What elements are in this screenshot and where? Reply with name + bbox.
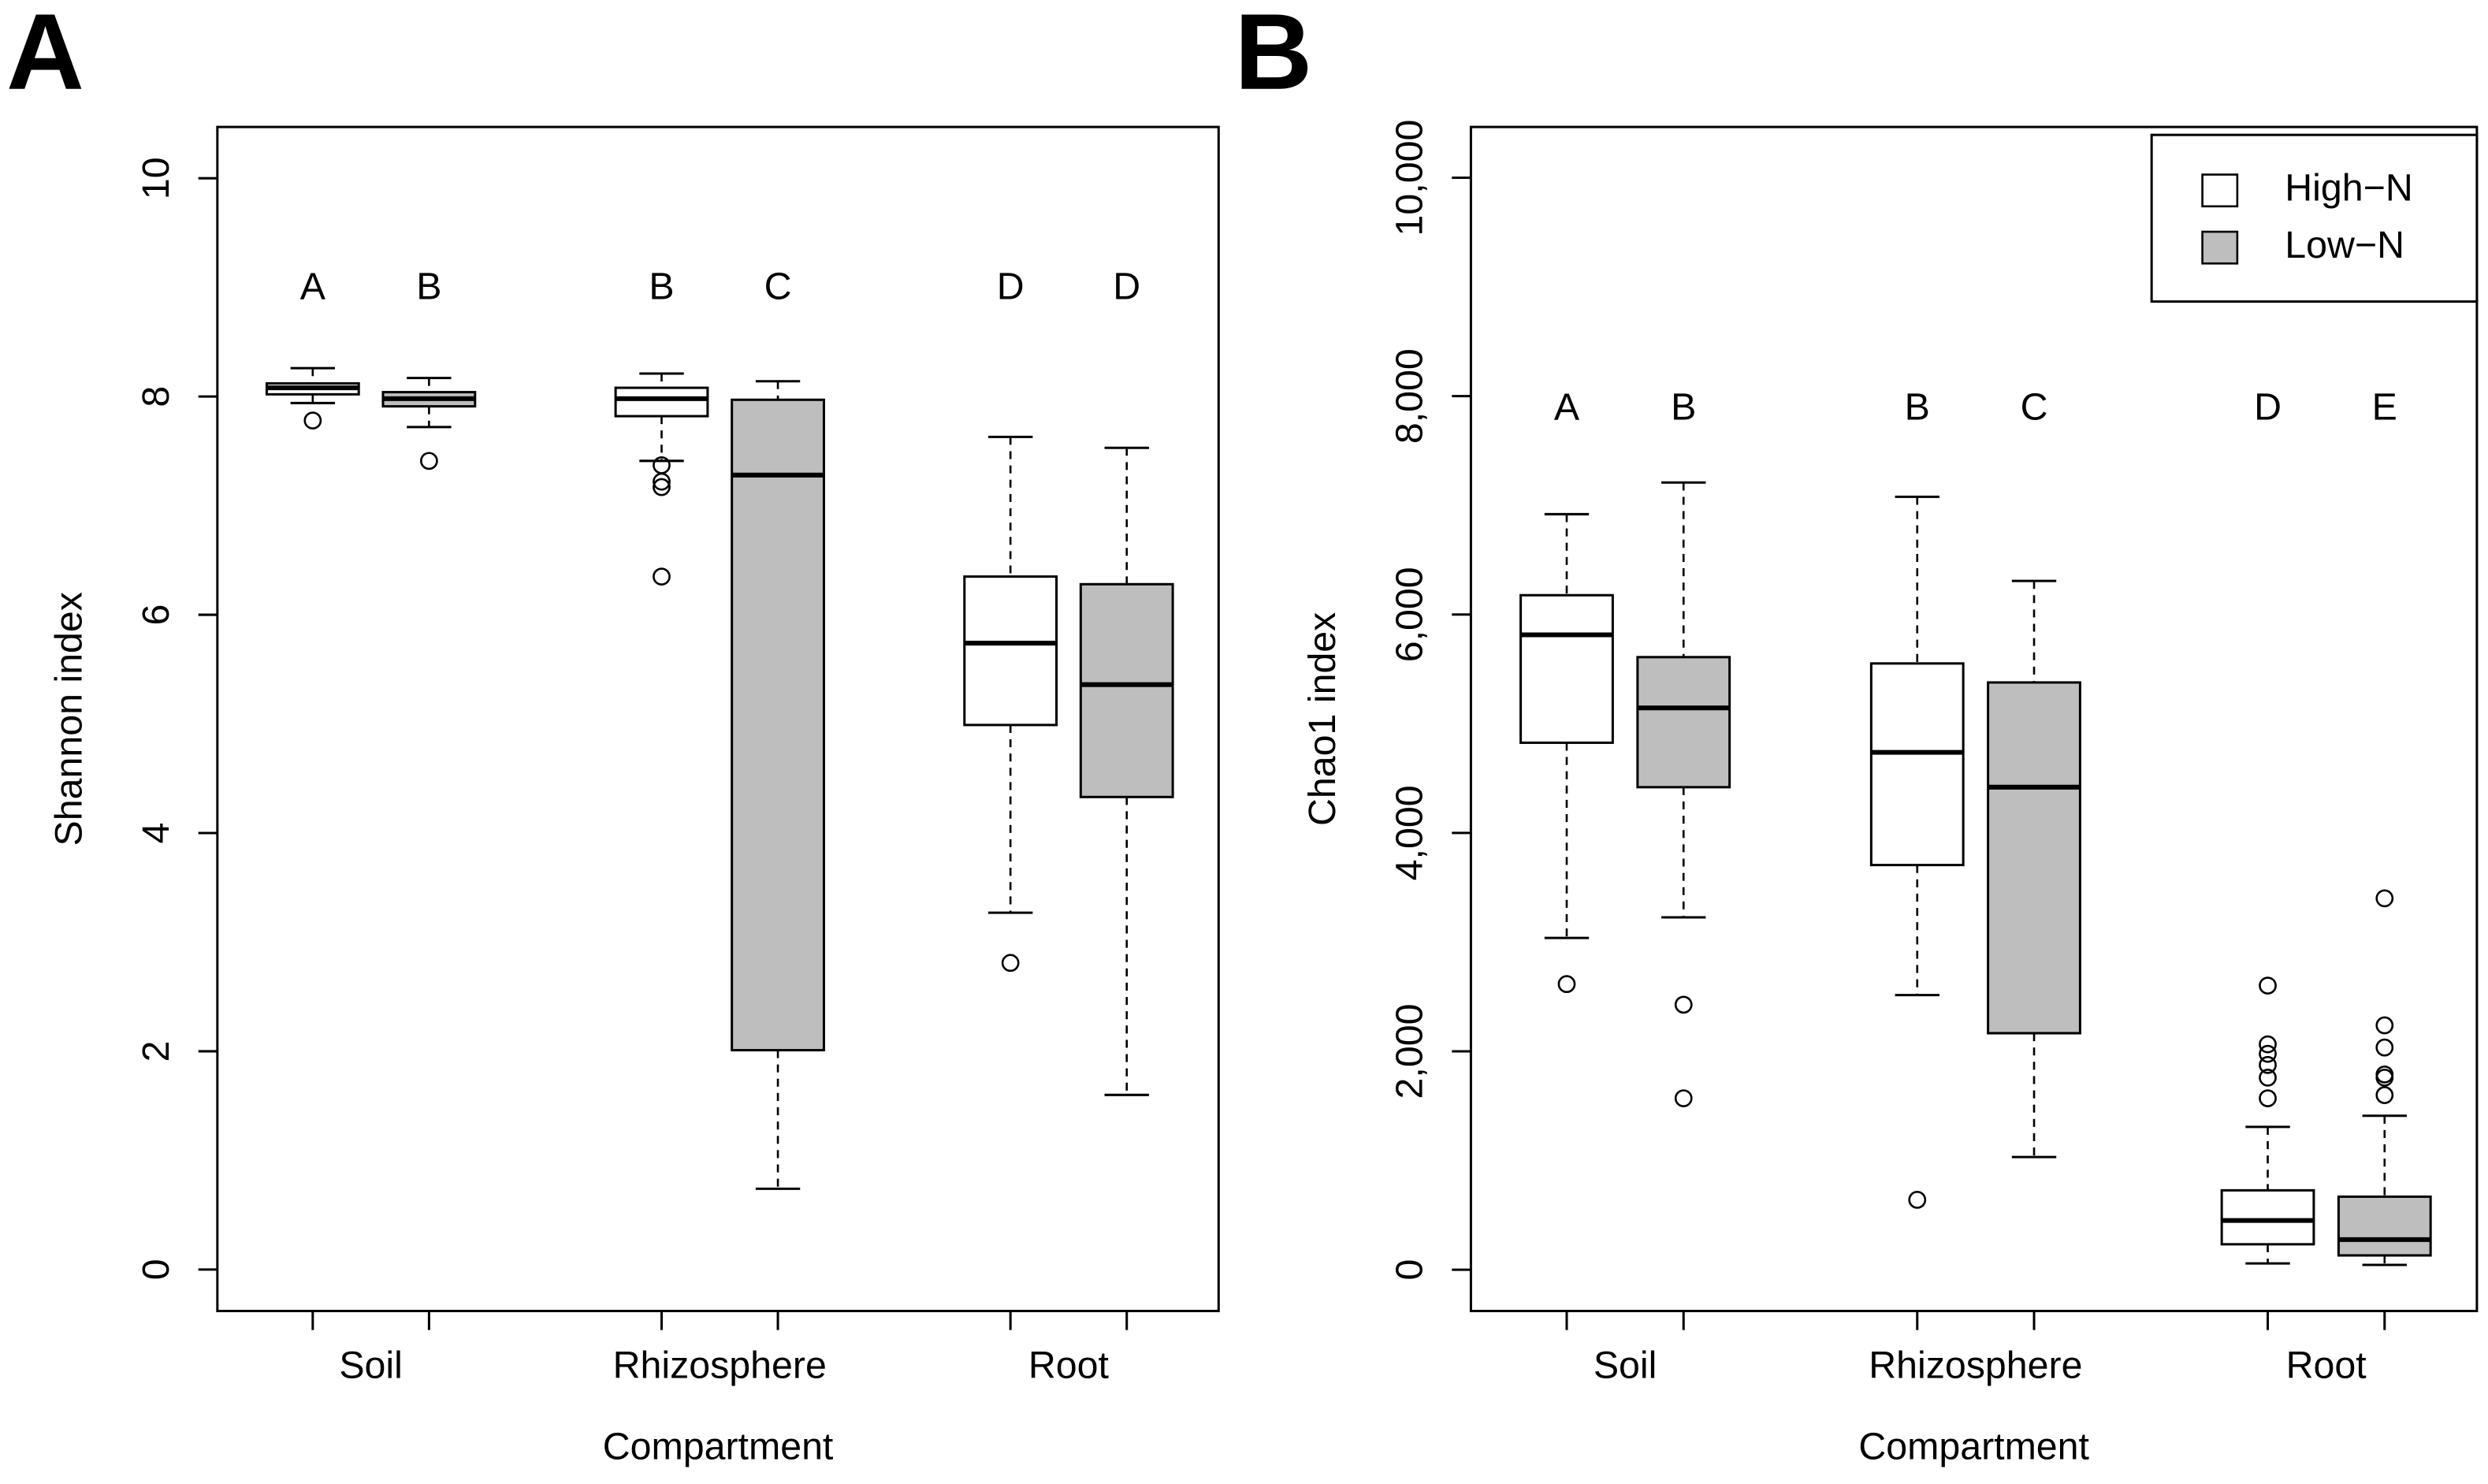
legend-label: Low−N (2285, 224, 2404, 266)
box (963, 575, 1058, 727)
x-tick-label: Root (1028, 1345, 1110, 1387)
outlier (1674, 995, 1693, 1014)
box (614, 386, 709, 418)
legend-label: High−N (2285, 166, 2412, 209)
significance-letter: A (300, 265, 326, 307)
x-tick-label: Soil (1594, 1345, 1657, 1387)
outlier (2259, 1089, 2277, 1107)
outlier (2375, 1086, 2394, 1104)
outlier (1908, 1191, 1927, 1209)
significance-letter: E (2372, 385, 2397, 428)
x-tick-label: Root (2286, 1345, 2367, 1387)
y-tick-label: 6 (135, 604, 177, 626)
outlier (420, 452, 438, 470)
outlier (2259, 1055, 2277, 1074)
outlier (2259, 1035, 2277, 1054)
outlier (303, 411, 322, 430)
outlier (1674, 1089, 1693, 1107)
plot-frame (216, 125, 1220, 1312)
outlier (653, 472, 671, 491)
outlier (1557, 975, 1576, 994)
box (1519, 593, 1614, 744)
outlier (653, 478, 671, 497)
panel-label: B (1234, 0, 1312, 113)
significance-letter: B (1671, 385, 1696, 428)
y-tick-label: 0 (1389, 1259, 1431, 1281)
outlier (653, 567, 671, 586)
box (1079, 582, 1174, 798)
box (1636, 656, 1731, 789)
significance-letter: B (416, 265, 441, 307)
y-tick-label: 8 (135, 386, 177, 407)
plot-frame (1469, 125, 2479, 1312)
box (2220, 1188, 2315, 1246)
y-tick-label: 6,000 (1389, 567, 1431, 662)
significance-letter: C (764, 265, 792, 307)
y-tick-label: 0 (135, 1259, 177, 1280)
x-axis-label: Compartment (603, 1425, 834, 1467)
significance-letter: A (1554, 385, 1580, 428)
panel-label: A (6, 0, 84, 113)
outlier (2375, 1038, 2394, 1057)
y-axis-label: Shannon index (47, 592, 90, 846)
outlier (2259, 976, 2277, 995)
x-axis-label: Compartment (1858, 1425, 2089, 1467)
outlier (2259, 1044, 2277, 1063)
x-tick-label: Rhizosphere (613, 1345, 827, 1387)
y-tick-label: 2,000 (1389, 1004, 1431, 1099)
y-tick-label: 8,000 (1389, 348, 1431, 444)
y-tick-label: 10 (135, 157, 177, 199)
significance-letter: B (1905, 385, 1930, 428)
box (2337, 1195, 2432, 1257)
outlier (2259, 1069, 2277, 1087)
box (1869, 662, 1965, 867)
x-tick-label: Soil (339, 1345, 403, 1387)
outlier (2375, 889, 2394, 908)
box (1987, 681, 2081, 1035)
y-tick-label: 2 (135, 1040, 177, 1062)
y-tick-label: 10,000 (1389, 120, 1431, 236)
box (731, 398, 825, 1052)
x-tick-label: Rhizosphere (1869, 1345, 2082, 1387)
significance-letter: B (649, 265, 674, 307)
legend-swatch (2201, 173, 2239, 208)
significance-letter: C (2021, 385, 2048, 428)
y-tick-label: 4,000 (1389, 785, 1431, 880)
legend-frame (2150, 133, 2479, 303)
legend-swatch (2201, 230, 2239, 265)
y-tick-label: 4 (135, 823, 177, 844)
significance-letter: D (2254, 385, 2282, 428)
outlier (2375, 1065, 2394, 1084)
significance-letter: D (1113, 265, 1140, 307)
outlier (2375, 1016, 2394, 1035)
y-axis-label: Chao1 index (1301, 612, 1344, 826)
significance-letter: D (997, 265, 1025, 307)
outlier (1001, 954, 1020, 973)
